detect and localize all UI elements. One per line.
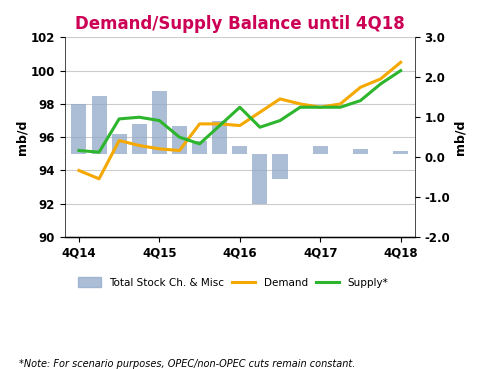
Bar [192, 141, 207, 154]
Bar [132, 124, 146, 154]
Y-axis label: mb/d: mb/d [452, 120, 465, 155]
Bar [212, 121, 227, 154]
Bar [392, 151, 408, 154]
Y-axis label: mb/d: mb/d [15, 120, 28, 155]
Bar [91, 96, 107, 154]
Bar [312, 145, 327, 154]
Bar [171, 125, 187, 154]
Bar [272, 154, 287, 179]
Text: *Note: For scenario purposes, OPEC/non-OPEC cuts remain constant.: *Note: For scenario purposes, OPEC/non-O… [19, 359, 355, 369]
Legend: Total Stock Ch. & Misc, Demand, Supply*: Total Stock Ch. & Misc, Demand, Supply* [73, 273, 391, 292]
Bar [232, 145, 247, 154]
Bar [352, 149, 367, 154]
Bar [252, 154, 267, 204]
Bar [152, 91, 167, 154]
Bar [111, 134, 126, 154]
Title: Demand/Supply Balance until 4Q18: Demand/Supply Balance until 4Q18 [75, 15, 404, 33]
Bar [71, 104, 86, 154]
